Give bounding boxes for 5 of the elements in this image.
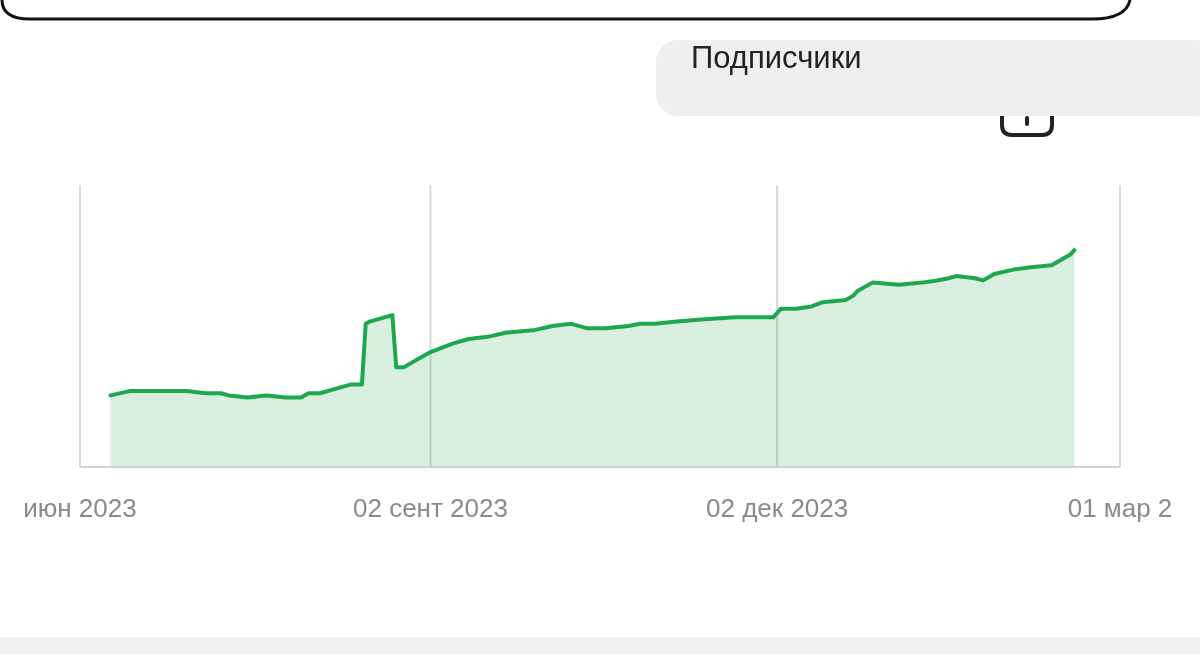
x-tick-label: 01 мар 2 <box>1067 493 1173 524</box>
x-tick-label: 02 дек 2023 <box>706 493 849 524</box>
x-tick-label: июн 2023 <box>23 493 137 524</box>
chart-title: Подписчики <box>691 40 862 76</box>
x-tick-label: 02 сент 2023 <box>353 493 508 524</box>
